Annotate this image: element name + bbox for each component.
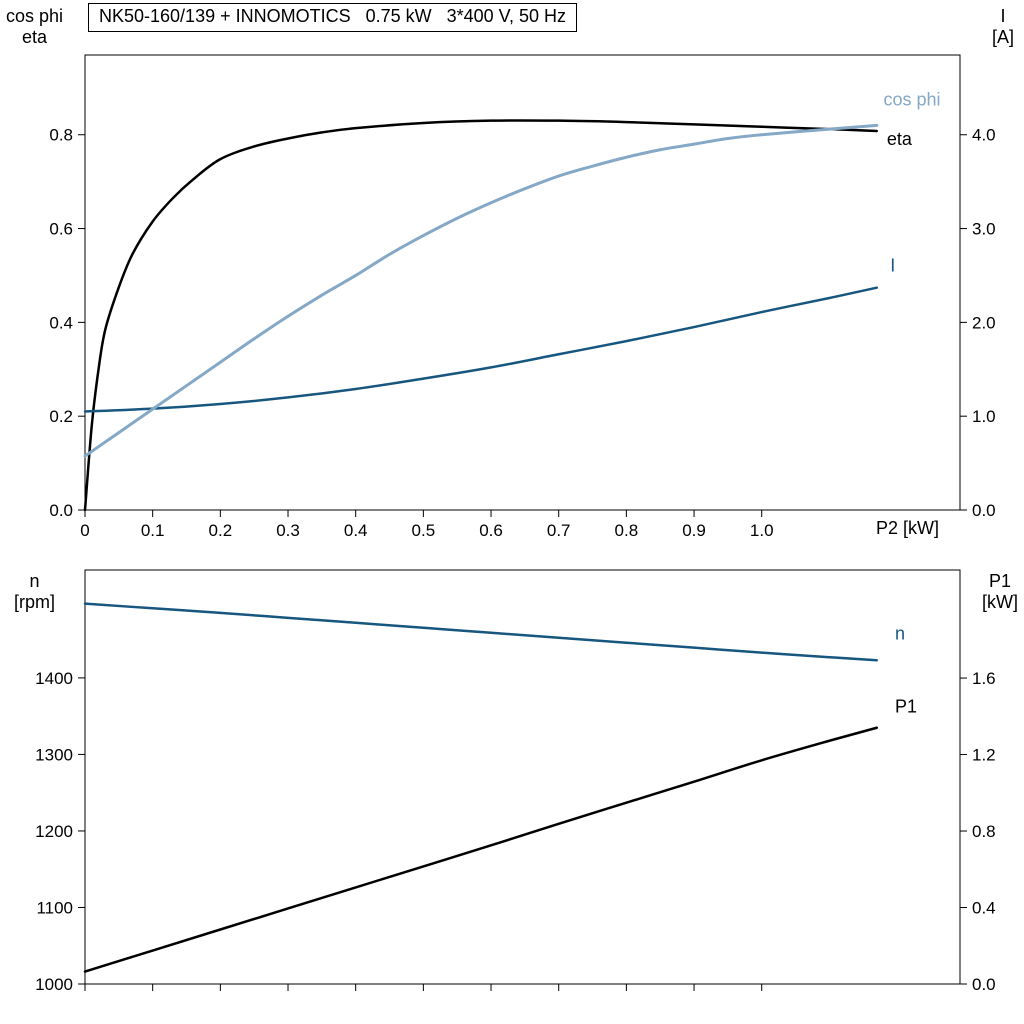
power-axis-label: P1 — [988, 571, 1012, 591]
left-tick-label: 1100 — [36, 898, 73, 917]
eta-axis-label: eta — [22, 27, 48, 47]
speed-unit-label: [rpm] — [14, 592, 56, 612]
curve-speed — [83, 602, 879, 662]
curve-label-speed: n — [895, 624, 905, 644]
left-tick-label: 1000 — [35, 975, 73, 994]
x-tick-label: 0.3 — [276, 521, 300, 540]
right-tick-label: 4.0 — [972, 126, 996, 145]
x-tick-label: 0 — [80, 521, 89, 540]
x-tick-label: 0.7 — [547, 521, 571, 540]
panel-efficiency-current: 0.0 0.2 0.4 0.6 0.8 0.0 1.0 2.0 3.0 4.0 0 0.1 0.2 0.3… — [49, 54, 996, 540]
curve-label-current: I — [890, 256, 895, 276]
left-tick-label: 0.4 — [49, 313, 73, 332]
bottom-left-axis-label: n [rpm] — [14, 571, 55, 613]
x-tick-label: 0.8 — [615, 521, 639, 540]
left-tick-label: 0.6 — [49, 220, 73, 239]
x-tick-label: 0.2 — [209, 521, 233, 540]
right-tick-label: 1.6 — [972, 669, 996, 688]
curve-label-cos-phi: cos phi — [884, 90, 941, 110]
left-tick-label: 0.8 — [49, 126, 73, 145]
left-tick-label: 1400 — [35, 669, 73, 688]
x-tick-label: 1.0 — [750, 521, 774, 540]
current-axis-label: I — [1000, 6, 1006, 26]
x-tick-label: 0.5 — [412, 521, 436, 540]
curve-cos-phi — [83, 123, 879, 458]
cos-phi-axis-label: cos phi — [6, 6, 64, 26]
curve-label-eta: eta — [887, 129, 913, 149]
power-unit-label: [kW] — [982, 592, 1018, 612]
top-right-axis-label: I [A] — [992, 6, 1014, 48]
right-tick-label: 1.0 — [972, 407, 996, 426]
x-tick-label: 0.6 — [479, 521, 503, 540]
curve-eta — [83, 119, 879, 512]
right-tick-label: 3.0 — [972, 220, 996, 239]
x-tick-label: 0.9 — [682, 521, 706, 540]
panel-speed-power: 1000 1100 1200 1300 1400 0.0 0.4 0.8 1.2 1.6 n P1 — [35, 569, 996, 994]
right-tick-label: 0.4 — [972, 899, 996, 918]
bottom-right-axis-label: P1 [kW] — [982, 571, 1018, 613]
curve-current — [83, 286, 879, 413]
left-tick-label: 0.2 — [49, 407, 73, 426]
x-tick-label: 0.4 — [344, 521, 368, 540]
right-tick-label: 0.0 — [972, 501, 996, 520]
right-tick-label: 0.8 — [972, 822, 996, 841]
curve-label-power-p1: P1 — [895, 696, 917, 716]
right-tick-label: 0.0 — [972, 975, 996, 994]
x-axis-label: P2 [kW] — [876, 518, 940, 538]
chart-title: NK50-160/139 + INNOMOTICS 0.75 kW 3*400 … — [88, 3, 578, 32]
top-left-axis-label: cos phi eta — [6, 6, 63, 48]
speed-axis-label: n — [29, 571, 40, 591]
left-tick-label: 1200 — [35, 822, 73, 841]
right-tick-label: 1.2 — [972, 746, 996, 765]
curve-power-p1 — [83, 726, 879, 973]
left-tick-label: 0.0 — [49, 501, 73, 520]
right-tick-label: 2.0 — [972, 313, 996, 332]
left-tick-label: 1300 — [35, 745, 73, 764]
current-unit-label: [A] — [991, 27, 1014, 47]
x-tick-label: 0.1 — [141, 521, 165, 540]
